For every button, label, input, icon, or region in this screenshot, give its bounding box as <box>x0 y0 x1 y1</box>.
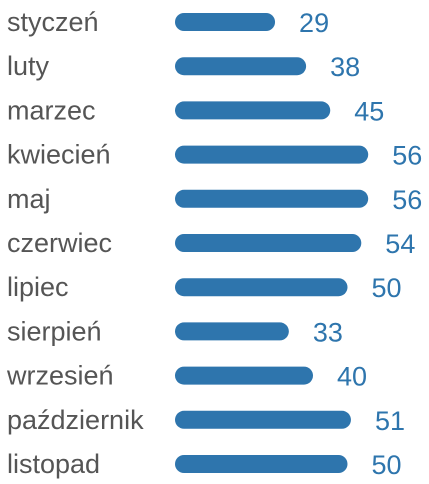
category-label: kwiecień <box>7 140 111 170</box>
bar <box>175 234 362 252</box>
value-label: 54 <box>385 229 415 259</box>
category-label: styczeń <box>7 7 99 37</box>
category-label: maj <box>7 184 51 214</box>
category-label: lipiec <box>7 272 69 302</box>
bar <box>175 13 276 31</box>
value-label: 29 <box>299 8 329 38</box>
bar-row: luty 38 <box>7 51 360 82</box>
bar <box>175 410 351 429</box>
bar <box>175 189 369 208</box>
value-label: 56 <box>392 141 422 171</box>
bar-row: listopad 50 <box>7 449 402 480</box>
category-label: sierpień <box>7 316 102 346</box>
category-label: listopad <box>7 449 100 479</box>
bar <box>175 322 289 341</box>
value-label: 50 <box>372 273 402 303</box>
bar-row: sierpień 33 <box>7 316 343 347</box>
value-label: 40 <box>337 362 367 392</box>
bar <box>175 145 369 164</box>
category-label: czerwiec <box>7 228 112 258</box>
category-label: luty <box>7 51 50 81</box>
bar-row: wrzesień 40 <box>6 361 367 392</box>
bar <box>175 57 307 76</box>
bar-row: styczeń 29 <box>7 7 329 38</box>
bar-row: kwiecień 56 <box>7 140 422 171</box>
bar-row: marzec 45 <box>7 95 384 126</box>
value-label: 50 <box>372 450 402 480</box>
category-label: marzec <box>7 95 96 125</box>
value-label: 56 <box>392 185 422 215</box>
chart-rows: styczeń 29 luty 38 marzec 45 kwiecień 56 maj 56 cz… <box>6 7 422 480</box>
value-label: 51 <box>375 406 405 436</box>
bar <box>175 455 348 473</box>
bar <box>175 278 348 297</box>
value-label: 38 <box>330 52 360 82</box>
category-label: wrzesień <box>6 361 114 391</box>
category-label: październik <box>7 405 144 435</box>
bar <box>175 366 313 385</box>
bar-row: lipiec 50 <box>7 272 402 303</box>
bar-row: październik 51 <box>7 405 405 436</box>
bar <box>175 101 331 120</box>
value-label: 45 <box>354 96 384 126</box>
bar-row: maj 56 <box>7 184 422 215</box>
bar-row: czerwiec 54 <box>7 228 415 259</box>
value-label: 33 <box>313 317 343 347</box>
